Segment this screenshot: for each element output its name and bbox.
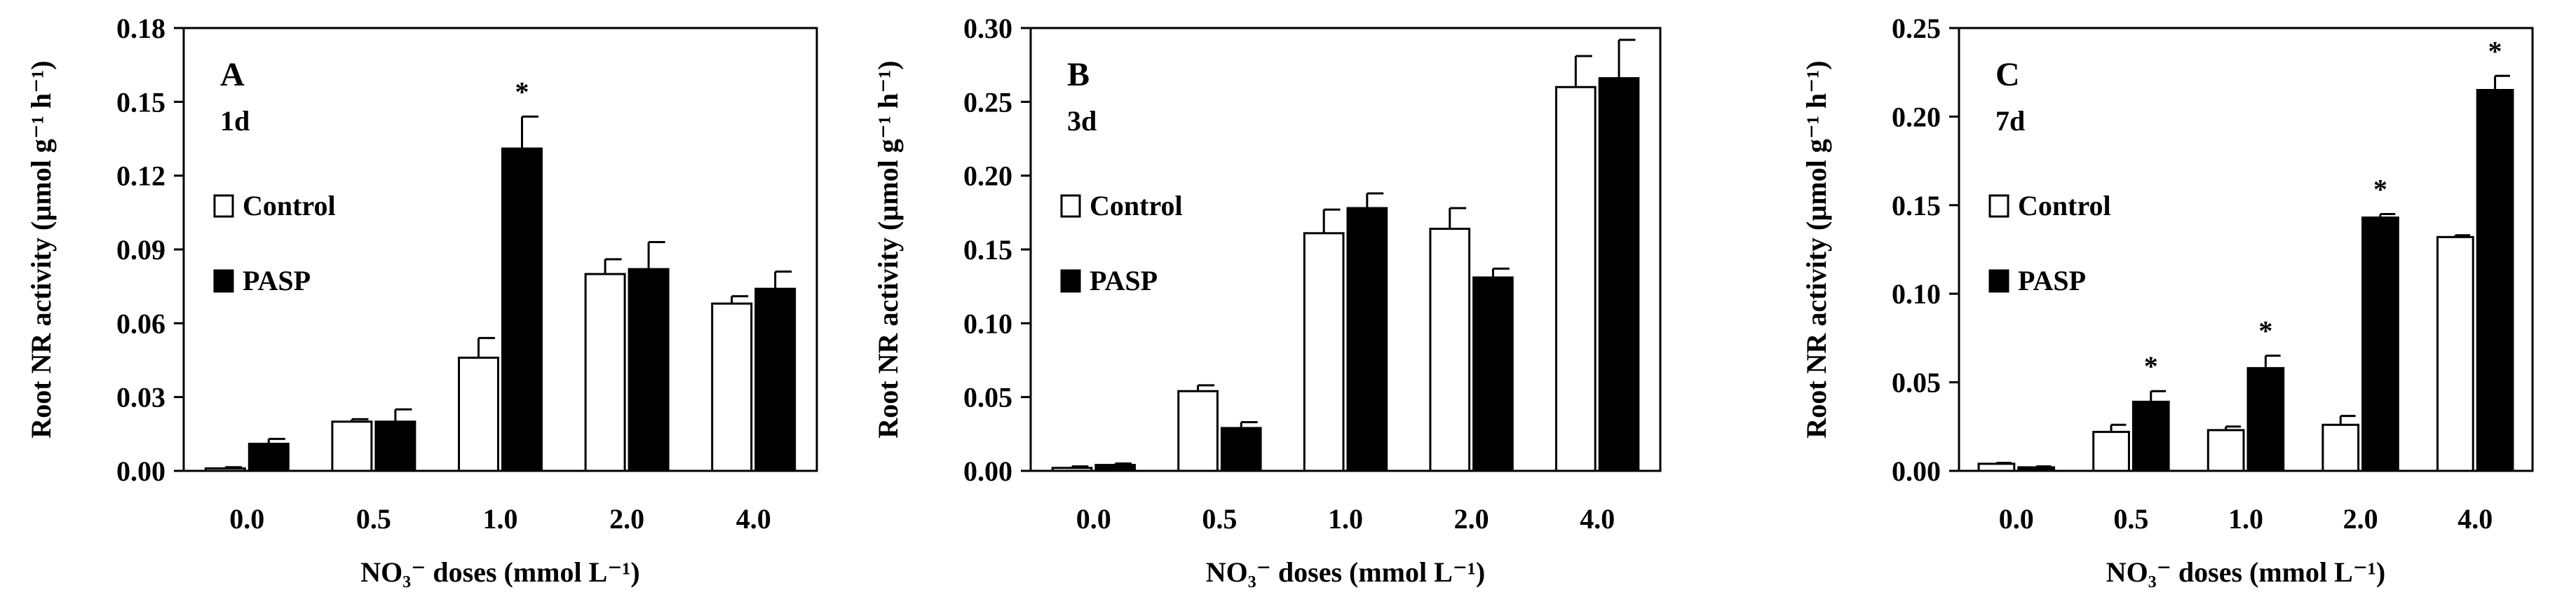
x-tick-label: 2.0 — [2343, 503, 2378, 535]
y-tick-label: 0.10 — [1892, 278, 1941, 310]
bar-pasp-2.0 — [2361, 216, 2399, 472]
x-tick-label: 1.0 — [2228, 503, 2263, 535]
y-tick-label: 0.00 — [116, 455, 165, 487]
y-tick-label: 0.09 — [116, 234, 165, 266]
x-tick-label: 0.5 — [356, 503, 391, 535]
bar-pasp-4.0 — [754, 287, 796, 472]
bar-control-0.0 — [204, 467, 246, 472]
panel-letter: B — [1067, 56, 1090, 93]
y-tick-label: 0.25 — [1892, 13, 1941, 44]
bar-control-0.5 — [1177, 390, 1219, 472]
y-tick-label: 0.18 — [116, 13, 165, 44]
time-label: 3d — [1067, 105, 1097, 137]
bar-pasp-4.0 — [1598, 77, 1640, 472]
x-axis-label: NO₃⁻ doses (mmol L⁻¹) — [2106, 556, 2385, 588]
y-axis-label: Root NR activity (µmol g⁻¹ h⁻¹) — [25, 60, 57, 438]
bar-control-1.0 — [458, 356, 499, 472]
bar-control-0.0 — [1977, 462, 2016, 472]
bar-pasp-0.5 — [2131, 400, 2170, 472]
x-tick-label: 0.5 — [1202, 503, 1237, 535]
y-tick-label: 0.20 — [1892, 101, 1941, 132]
bar-pasp-4.0 — [2476, 88, 2514, 472]
y-tick-label: 0.06 — [116, 308, 165, 339]
significance-marker: * — [2144, 350, 2158, 382]
x-tick-label: 0.0 — [229, 503, 264, 535]
legend-swatch-pasp — [1988, 269, 2009, 293]
bar-control-2.0 — [1429, 228, 1471, 472]
legend-label-pasp: PASP — [2018, 265, 2086, 296]
y-tick-label: 0.10 — [963, 308, 1012, 339]
legend-label-control: Control — [1090, 190, 1183, 221]
time-label: 7d — [1995, 105, 2025, 137]
bar-pasp-0.0 — [248, 442, 290, 472]
y-tick-label: 0.30 — [963, 13, 1012, 44]
legend-swatch-control — [1060, 194, 1081, 218]
x-tick-label: 0.0 — [1999, 503, 2034, 535]
bar-control-2.0 — [2321, 423, 2360, 472]
significance-marker: * — [515, 76, 529, 107]
bar-pasp-0.0 — [2017, 466, 2056, 472]
x-tick-label: 4.0 — [736, 503, 771, 535]
bar-control-1.0 — [1303, 232, 1345, 472]
significance-marker: * — [2258, 315, 2272, 347]
y-tick-label: 0.20 — [963, 160, 1012, 192]
x-axis-label: NO₃⁻ doses (mmol L⁻¹) — [1206, 556, 1485, 588]
y-tick-label: 0.12 — [116, 160, 165, 192]
bar-pasp-2.0 — [628, 268, 670, 472]
legend-swatch-pasp — [213, 269, 234, 293]
legend-label-control: Control — [243, 190, 336, 221]
bar-control-4.0 — [1555, 85, 1597, 472]
bar-control-0.0 — [1051, 467, 1093, 472]
y-axis-label: Root NR activity (µmol g⁻¹ h⁻¹) — [872, 60, 904, 438]
x-axis-label: NO₃⁻ doses (mmol L⁻¹) — [360, 556, 639, 588]
significance-marker: * — [2488, 35, 2502, 67]
bar-control-0.5 — [331, 420, 373, 472]
bar-pasp-0.5 — [1220, 427, 1262, 472]
plot-frame — [1958, 27, 2534, 472]
y-tick-label: 0.05 — [1892, 367, 1941, 399]
legend-swatch-control — [213, 194, 234, 218]
x-tick-label: 1.0 — [1328, 503, 1363, 535]
significance-marker: * — [2373, 173, 2387, 205]
y-tick-label: 0.15 — [116, 86, 165, 118]
x-tick-label: 4.0 — [2458, 503, 2493, 535]
panel-letter: C — [1995, 56, 2020, 93]
legend-label-control: Control — [2018, 190, 2111, 221]
legend-swatch-control — [1988, 194, 2009, 218]
bar-control-4.0 — [711, 302, 753, 472]
chart-panel-C: 0.00 0.05 0.10 0.15 0.20 0.25 Root NR activity… — [1801, 13, 2534, 588]
y-tick-label: 0.15 — [963, 234, 1012, 266]
bar-control-4.0 — [2436, 235, 2474, 472]
x-tick-label: 0.0 — [1076, 503, 1111, 535]
bar-pasp-1.0 — [2246, 366, 2285, 472]
legend-label-pasp: PASP — [243, 265, 311, 296]
y-tick-label: 0.03 — [116, 382, 165, 413]
y-axis-label: Root NR activity (µmol g⁻¹ h⁻¹) — [1801, 60, 1832, 438]
y-tick-label: 0.15 — [1892, 190, 1941, 221]
x-tick-label: 0.5 — [2113, 503, 2148, 535]
y-tick-label: 0.00 — [1892, 455, 1941, 487]
bar-pasp-1.0 — [1346, 207, 1388, 472]
bar-control-1.0 — [2206, 429, 2245, 472]
y-tick-label: 0.05 — [963, 382, 1012, 413]
bar-pasp-0.5 — [374, 420, 416, 472]
bar-control-2.0 — [584, 273, 626, 472]
bar-pasp-2.0 — [1472, 276, 1514, 472]
bar-control-0.5 — [2092, 430, 2130, 472]
y-tick-label: 0.00 — [963, 455, 1012, 487]
y-tick-label: 0.25 — [963, 86, 1012, 118]
legend-label-pasp: PASP — [1090, 265, 1158, 296]
panel-letter: A — [220, 56, 245, 93]
x-tick-label: 1.0 — [483, 503, 518, 535]
x-tick-label: 2.0 — [609, 503, 644, 535]
time-label: 1d — [220, 105, 250, 137]
x-tick-label: 4.0 — [1580, 503, 1615, 535]
legend-swatch-pasp — [1060, 269, 1081, 293]
chart-panel-B: 0.00 0.05 0.10 0.15 0.20 0.25 0.30 Root NR acti… — [872, 13, 1662, 588]
bar-pasp-1.0 — [501, 147, 543, 472]
chart-panel-A: 0.00 0.03 0.06 0.09 0.12 0.15 0.18 Root NR acti… — [25, 13, 818, 588]
x-tick-label: 2.0 — [1454, 503, 1489, 535]
bar-pasp-0.0 — [1094, 464, 1136, 472]
